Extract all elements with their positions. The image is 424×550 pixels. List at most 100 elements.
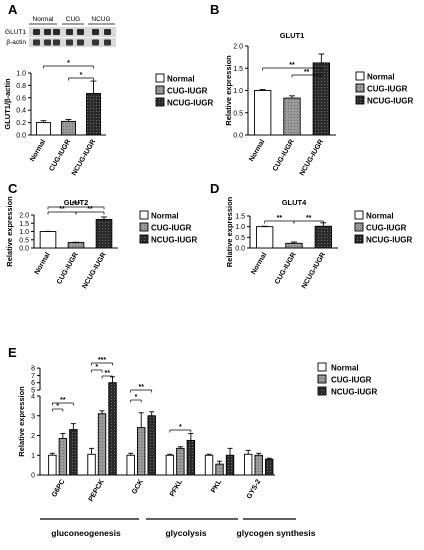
legend-swatch (355, 83, 365, 93)
legend-swatch (155, 85, 165, 95)
legend-label: CUG-IUGR (167, 87, 208, 96)
bar (254, 454, 263, 476)
blot-band-glut1 (33, 29, 40, 35)
y-tick-label: 0.0 (233, 133, 243, 140)
y-axis-label: GLUT1/β-actin (3, 78, 12, 130)
bar (204, 454, 214, 476)
x-category-label: GCK (131, 479, 145, 496)
chart-title: GLUT1 (280, 31, 305, 40)
x-category-label: PKL (210, 478, 223, 494)
blot-band-actin (77, 39, 84, 46)
legend-swatch (355, 95, 365, 105)
y-tick-label: 4 (31, 394, 35, 401)
blot-bands (33, 29, 111, 46)
blot-band-actin (33, 39, 40, 46)
x-category-label: NCUG-IUGR (301, 252, 327, 291)
bar (97, 413, 107, 476)
blot-band-glut1 (92, 29, 99, 35)
significance-label: ** (87, 206, 93, 213)
legend-swatch (317, 374, 327, 384)
y-tick-label: 0.6 (16, 95, 26, 102)
y-tick-label: 1.5 (19, 221, 29, 228)
significance-label: * (95, 364, 98, 371)
x-category-label: PFKL (169, 478, 185, 498)
y-tick-label: 1 (31, 453, 35, 460)
significance-label: *** (98, 357, 106, 364)
blot-band-actin (44, 39, 51, 46)
y-tick-label: 7 (31, 373, 35, 380)
significance-label: ** (304, 69, 310, 76)
bar (58, 438, 68, 476)
blot-band-actin (104, 39, 111, 46)
significance-label: ** (277, 215, 283, 222)
y-tick-label: 0.0 (19, 246, 29, 253)
significance-label: ** (60, 397, 66, 404)
legend-label: Normal (151, 212, 179, 221)
bar (48, 454, 57, 476)
y-tick-label: 2 (31, 433, 35, 440)
significance-label: *** (72, 201, 80, 208)
legend-swatch (354, 210, 364, 220)
bar (314, 225, 332, 249)
blot-label-glut1: GLUT1 (5, 29, 26, 36)
blot-band-actin (53, 39, 60, 46)
significance-label: ** (289, 62, 295, 69)
bar (243, 453, 253, 476)
y-tick-label: 1.5 (233, 66, 243, 73)
y-tick-label: 1.0 (16, 71, 26, 78)
group-label: glycolysis (165, 528, 206, 538)
chart-title: GLUT4 (282, 198, 307, 207)
y-tick-label: 1.0 (233, 88, 243, 95)
panel-letter-b: B (210, 2, 219, 17)
legend-swatch (155, 73, 165, 83)
legend-swatch (139, 222, 149, 232)
x-category-label: CUG-IUGR (48, 139, 72, 173)
group-label: glycogen synthesis (237, 528, 316, 538)
bar (86, 93, 101, 136)
x-category-label: Normal (34, 251, 52, 275)
significance-label: ** (306, 215, 312, 222)
bar (108, 382, 117, 476)
y-axis-label: Relative expression (17, 386, 26, 457)
legend-swatch (317, 362, 327, 372)
y-tick-label: 0.5 (233, 110, 243, 117)
y-tick-label: 1.0 (235, 224, 245, 231)
y-tick-label: 5 (31, 388, 35, 395)
x-category-label: G6PC (51, 479, 67, 499)
bar (69, 429, 78, 476)
bar (87, 453, 96, 476)
significance-label: * (80, 72, 83, 79)
significance-label: * (67, 60, 70, 67)
legend-label: Normal (331, 364, 359, 373)
legend-label: NCUG-IUGR (331, 388, 377, 397)
x-category-label: NCUG-IUGR (71, 139, 97, 178)
panel-letter-e: E (8, 345, 17, 360)
western-blot: Normal CUG NCUG GLUT1 β-actin (5, 16, 116, 47)
legend-swatch (139, 210, 149, 220)
legend-label: NCUG-IUGR (151, 236, 197, 245)
legend-label: NCUG-IUGR (366, 236, 412, 245)
legend-swatch (155, 97, 165, 107)
bar (95, 219, 113, 249)
significance-label: * (135, 394, 138, 401)
x-category-label: PEPCK (88, 479, 106, 503)
panel-letter-c: C (8, 181, 18, 196)
blot-label-actin: β-actin (6, 39, 26, 46)
x-category-label: Normal (248, 138, 266, 162)
y-axis-label: Relative expression (5, 196, 14, 267)
bar (147, 415, 156, 476)
y-tick-label: 0.5 (19, 237, 29, 244)
legend-label: CUG-IUGR (366, 224, 407, 233)
legend-swatch (317, 386, 327, 396)
blot-header-normal: Normal (33, 16, 55, 23)
x-category-label: CUG-IUGR (272, 139, 296, 173)
panel-letter-d: D (210, 181, 219, 196)
y-tick-label: 0.8 (16, 83, 26, 90)
chart-panel-c: GLUT2 0.0 0.51.01.52.0 Relative expression N… (5, 196, 197, 290)
bar (283, 97, 301, 136)
bar (285, 242, 303, 249)
legend-swatch (139, 234, 149, 244)
blot-band-actin (92, 39, 99, 46)
